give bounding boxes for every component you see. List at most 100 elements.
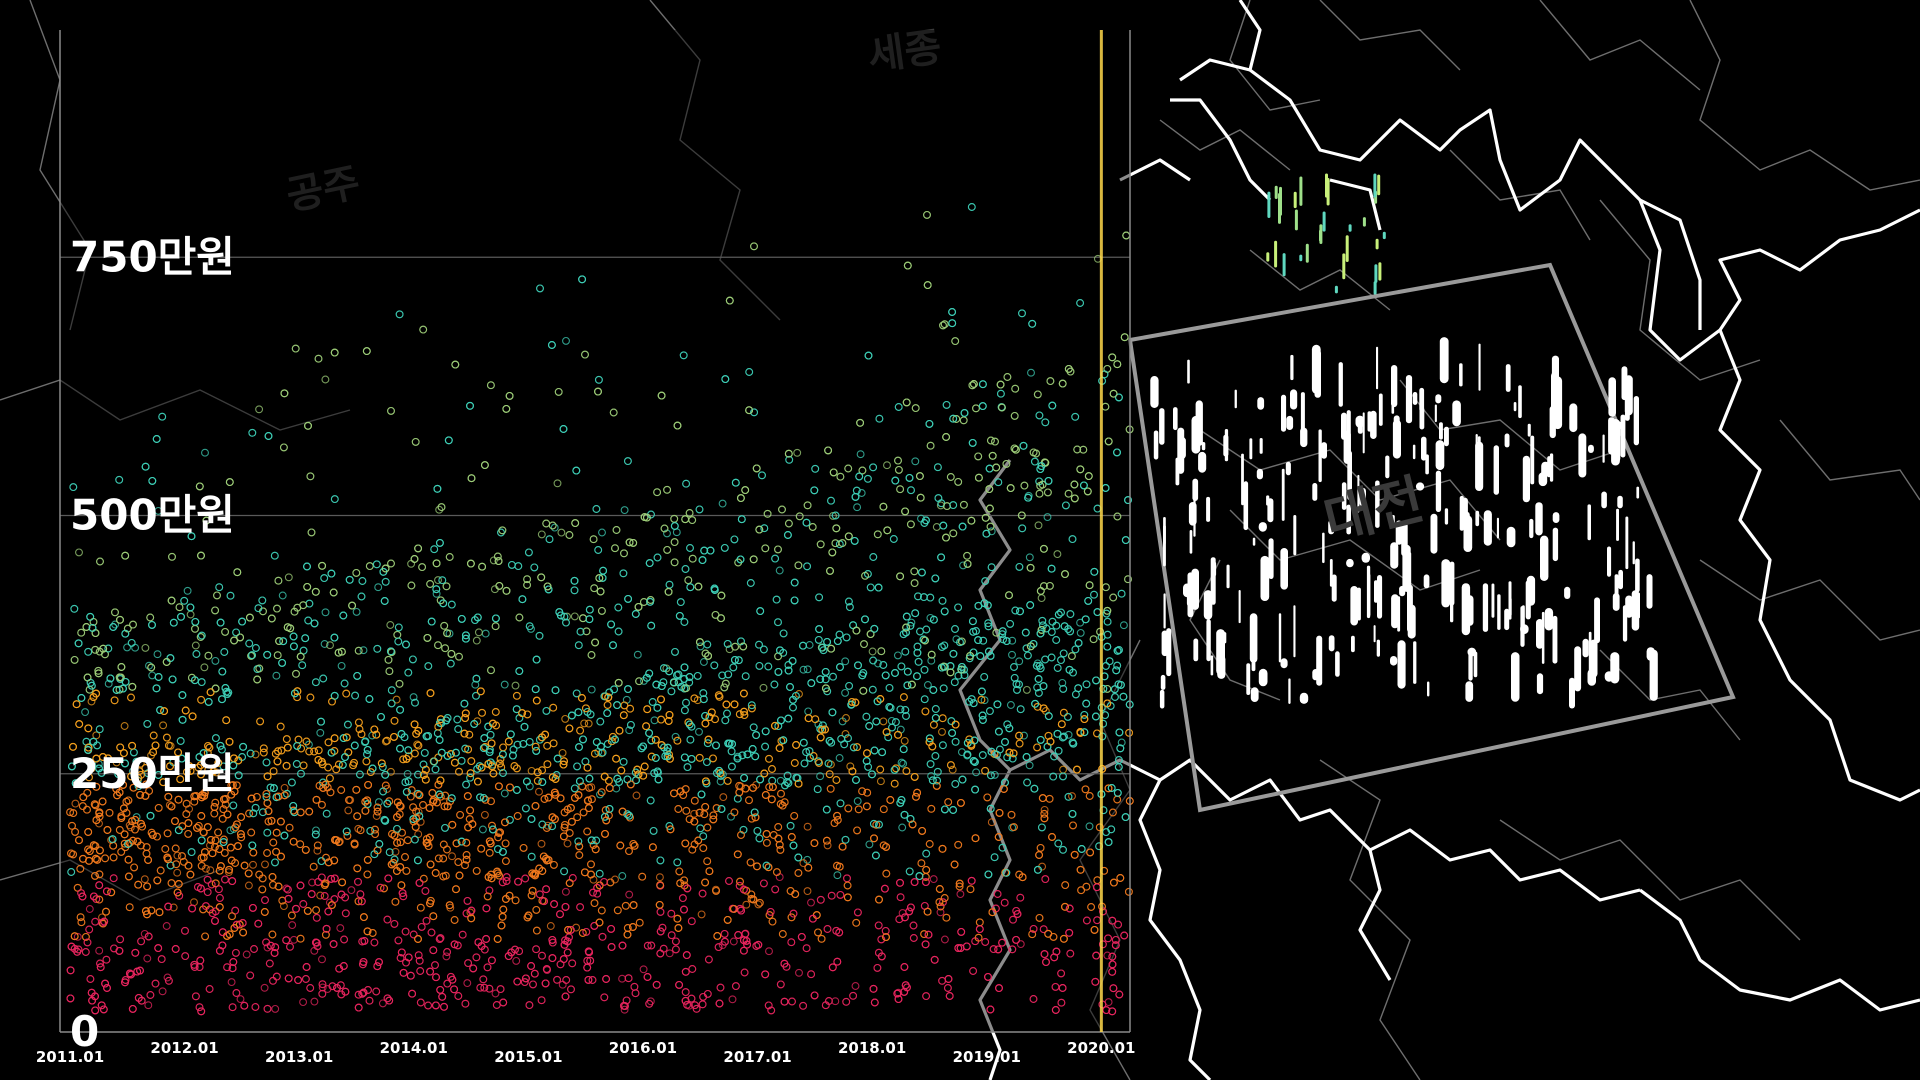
map-transaction-mark — [1334, 285, 1338, 294]
map-transaction-mark — [1385, 455, 1390, 479]
map-transaction-mark — [1635, 558, 1640, 593]
scatter-point — [835, 754, 844, 762]
map-transaction-mark — [1435, 440, 1445, 471]
scatter-point — [699, 658, 708, 666]
map-transaction-mark — [1335, 651, 1340, 677]
scatter-point — [154, 506, 163, 515]
scatter-point — [1015, 657, 1024, 666]
scatter-point — [511, 681, 520, 690]
map-transaction-mark — [1362, 412, 1365, 454]
scatter-point — [463, 979, 472, 988]
map-transaction-mark — [1536, 619, 1544, 649]
map-transaction-mark — [1377, 575, 1383, 619]
map-transaction-mark — [1419, 407, 1425, 430]
transaction-marks — [1150, 337, 1658, 709]
map-transaction-mark — [1288, 678, 1291, 704]
scatter-point — [165, 801, 174, 810]
map-transaction-mark — [1441, 559, 1451, 608]
map-transaction-mark — [1459, 495, 1464, 531]
scatter-point — [980, 696, 989, 705]
map-transaction-mark — [1331, 574, 1337, 602]
map-transaction-mark — [1274, 240, 1278, 268]
map-transaction-mark — [1293, 515, 1297, 556]
scatter-point — [959, 561, 968, 570]
scatter-point — [775, 566, 784, 575]
scatter-point — [158, 987, 167, 996]
scatter-point — [104, 679, 113, 688]
scatter-points — [66, 203, 1134, 1016]
map-transaction-mark — [1212, 561, 1217, 577]
scatter-point — [313, 846, 322, 855]
scatter-point — [580, 719, 589, 728]
map-transaction-mark — [1195, 400, 1203, 446]
scatter-point — [829, 511, 837, 520]
map-transaction-mark — [1506, 526, 1516, 548]
map-transaction-mark — [1620, 414, 1626, 458]
scatter-point — [1008, 636, 1017, 645]
map-transaction-mark — [1206, 496, 1211, 522]
map-transaction-mark — [1587, 504, 1591, 541]
map-transaction-mark — [1412, 444, 1416, 460]
map-transaction-mark — [1260, 555, 1270, 601]
map-transaction-mark — [1513, 402, 1517, 412]
map-transaction-mark — [1280, 658, 1288, 669]
map-transaction-mark — [1425, 454, 1429, 475]
scatter-point — [897, 758, 906, 767]
scatter-point — [312, 826, 320, 835]
map-transaction-mark — [1300, 392, 1305, 443]
map-transaction-mark — [1402, 544, 1411, 592]
scatter-point — [956, 890, 965, 899]
map-transaction-mark — [1223, 434, 1229, 457]
map-transaction-mark — [1357, 417, 1363, 434]
map-transaction-mark — [1602, 434, 1605, 463]
scatter-point — [284, 573, 293, 582]
map-transaction-mark — [1574, 646, 1582, 692]
map-transaction-mark — [1160, 674, 1166, 690]
map-transaction-mark — [1187, 572, 1194, 618]
map-transaction-mark — [1452, 400, 1461, 427]
scatter-point — [71, 799, 80, 808]
map-transaction-mark — [1421, 436, 1427, 461]
scatter-point — [598, 528, 606, 537]
map-transaction-mark — [1601, 491, 1607, 509]
scatter-point — [374, 583, 383, 592]
scatter-point — [271, 1004, 280, 1013]
map-transaction-mark — [1346, 504, 1351, 535]
scatter-point — [671, 732, 680, 741]
map-transaction-mark — [1346, 558, 1354, 568]
scatter-point — [697, 910, 706, 919]
map-transaction-mark — [1193, 499, 1196, 537]
scatter-point — [378, 999, 387, 1008]
map-transaction-mark — [1527, 423, 1531, 437]
map-transaction-mark — [1391, 515, 1395, 527]
scatter-point — [1016, 940, 1025, 949]
scatter-point — [900, 736, 909, 745]
scatter-point — [563, 839, 572, 848]
map-transaction-mark — [1376, 346, 1379, 390]
map-transaction-mark — [1435, 394, 1442, 404]
scatter-point — [432, 589, 441, 598]
map-transaction-mark — [1569, 403, 1578, 433]
map-transaction-mark — [1624, 411, 1630, 421]
province-borders — [958, 0, 1920, 1080]
map-transaction-mark — [1649, 649, 1658, 701]
scatter-point — [512, 956, 521, 965]
map-transaction-mark — [1632, 541, 1635, 565]
map-transaction-mark — [1478, 343, 1481, 391]
scatter-point — [288, 921, 297, 930]
map-transaction-mark — [1373, 625, 1376, 643]
scatter-point — [206, 841, 214, 850]
scatter-point — [478, 825, 487, 834]
scatter-point — [206, 866, 215, 875]
scatter-point — [793, 448, 802, 457]
scatter-point — [321, 375, 330, 384]
map-transaction-mark — [1348, 224, 1352, 232]
map-transaction-mark — [1361, 552, 1370, 563]
map-transaction-mark — [1496, 517, 1499, 539]
map-transaction-mark — [1163, 593, 1166, 629]
map-transaction-mark — [1415, 482, 1425, 491]
scatter-point — [381, 737, 390, 746]
scatter-point — [625, 726, 634, 735]
scatter-point — [260, 983, 269, 992]
scatter-point — [561, 714, 570, 723]
